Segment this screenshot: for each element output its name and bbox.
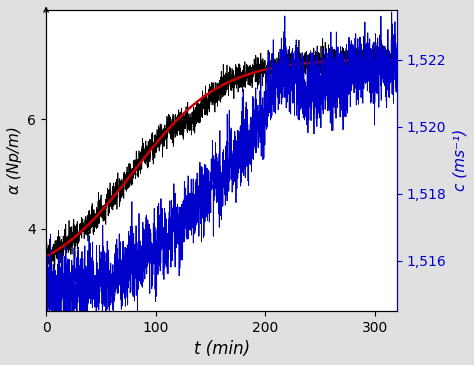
X-axis label: t (min): t (min) [193, 340, 250, 358]
Y-axis label: α (Np/m): α (Np/m) [7, 126, 22, 194]
Y-axis label: c (ms⁻¹): c (ms⁻¹) [452, 129, 467, 191]
